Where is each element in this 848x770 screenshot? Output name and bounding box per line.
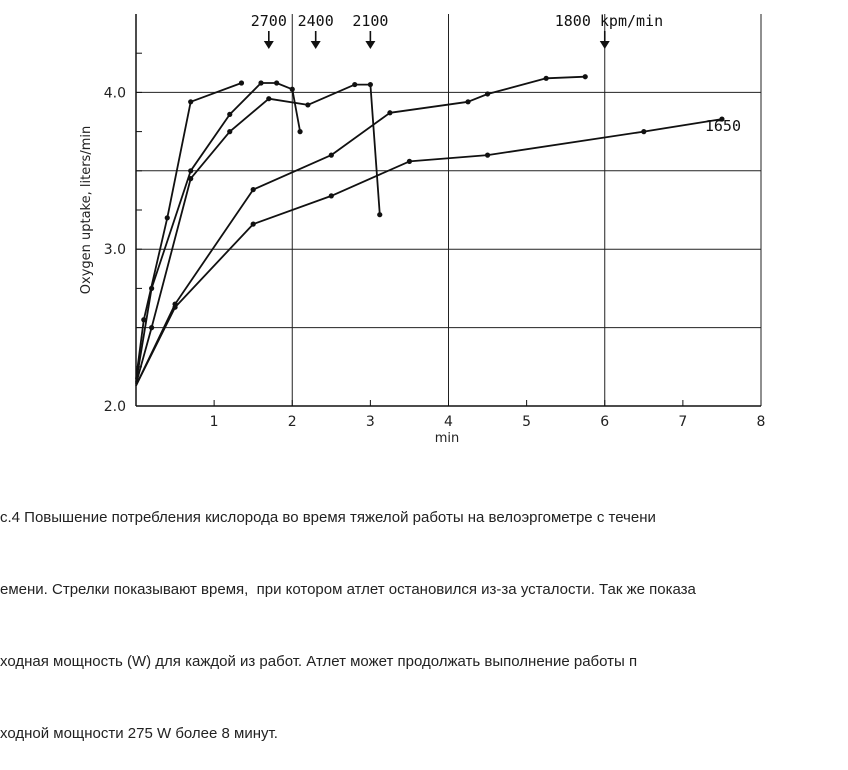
oxygen-uptake-chart: 1 2 3 4 5 6 7 8 2.0 3.0 4.0 2700 2400 2100 1800 kpm/m… <box>79 12 766 446</box>
grid <box>136 14 762 406</box>
data-point-1650 <box>172 304 178 310</box>
x-tick-label: 6 <box>600 414 609 430</box>
caption-line-1: с.4 Повышение потребления кислорода во в… <box>0 509 656 526</box>
data-point-2100 <box>377 212 383 218</box>
x-tick-label: 8 <box>757 414 766 430</box>
axes <box>135 14 762 407</box>
x-tick-label: 4 <box>444 414 453 430</box>
data-point-1650 <box>484 152 491 158</box>
y-tick-label: 2.0 <box>104 399 126 415</box>
x-tick-label: 3 <box>366 414 375 430</box>
figure-caption: с.4 Повышение потребления кислорода во в… <box>0 458 848 770</box>
series-line-1650 <box>135 118 723 387</box>
caption-line-2: емени. Стрелки показывают время, при кот… <box>0 581 696 598</box>
data-point-2400 <box>149 285 155 291</box>
data-point-2400 <box>297 129 303 135</box>
data-point-1800 <box>250 187 256 193</box>
arrow-head <box>365 41 376 49</box>
data-point-2400 <box>274 80 280 86</box>
x-tick-label: 2 <box>288 414 297 430</box>
data-point-1650 <box>250 221 256 227</box>
caption-line-3: ходная мощность (W) для каждой из работ.… <box>0 653 638 670</box>
x-axis-label: min <box>435 431 460 446</box>
data-point-1650 <box>719 116 725 122</box>
data-point-2700 <box>188 99 194 105</box>
arrow-head <box>310 41 321 49</box>
series-lines <box>135 74 725 387</box>
data-point-2100 <box>305 102 311 108</box>
data-point-2700 <box>164 215 170 221</box>
data-point-2700 <box>141 317 147 323</box>
data-point-2100 <box>266 96 272 102</box>
data-point-1650 <box>641 129 647 135</box>
data-point-1800 <box>543 75 549 81</box>
data-point-2100 <box>367 81 373 88</box>
arrow-head <box>599 41 610 49</box>
y-axis-label: Oxygen uptake, liters/min <box>79 126 94 294</box>
data-point-1800 <box>328 152 334 158</box>
tick-labels: 1 2 3 4 5 6 7 8 2.0 3.0 4.0 <box>104 85 766 430</box>
data-point-2100 <box>188 176 194 182</box>
data-point-1800 <box>484 91 491 97</box>
data-point-2400 <box>289 86 295 92</box>
annotation-label: 2400 <box>298 12 334 30</box>
data-point-1800 <box>387 110 393 116</box>
annotation-label: 2100 <box>352 12 388 30</box>
x-tick-label: 5 <box>522 414 531 430</box>
x-tick-label: 1 <box>210 414 219 430</box>
data-point-1800 <box>582 74 588 80</box>
y-tick-label: 4.0 <box>104 85 126 101</box>
data-point-2100 <box>227 129 233 135</box>
series-line-2400 <box>135 82 301 383</box>
data-point-2700 <box>238 80 245 86</box>
data-point-1800 <box>465 99 471 105</box>
arrow-head <box>263 41 274 49</box>
data-point-1650 <box>406 158 413 164</box>
data-point-2100 <box>352 81 358 88</box>
series-line-2100 <box>135 83 381 385</box>
annotation-label: 1800 kpm/min <box>555 12 663 30</box>
data-point-2400 <box>258 80 264 86</box>
data-point-1650 <box>328 193 334 199</box>
annotation-label: 2700 <box>251 12 287 30</box>
annotations: 2700 2400 2100 1800 kpm/min 1650 <box>251 12 741 135</box>
annotation-label: 1650 <box>705 117 741 135</box>
x-tick-label: 7 <box>678 414 687 430</box>
data-point-2400 <box>188 168 194 174</box>
y-tick-label: 3.0 <box>104 242 126 258</box>
caption-line-4: ходной мощности 275 W более 8 минут. <box>0 725 278 742</box>
data-point-2100 <box>149 325 155 331</box>
series-line-1800 <box>135 75 586 386</box>
data-point-2400 <box>227 111 233 117</box>
